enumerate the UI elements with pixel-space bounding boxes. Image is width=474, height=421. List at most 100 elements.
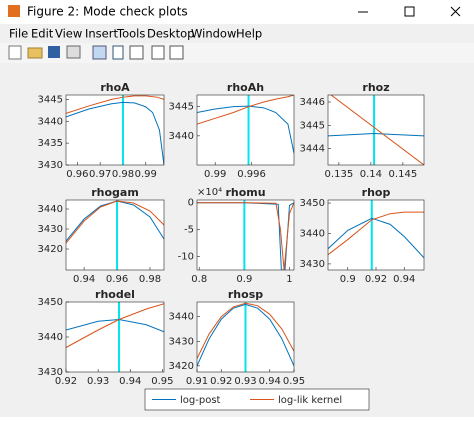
x-tick-label: 0.8 xyxy=(191,274,207,285)
series-line xyxy=(66,95,164,114)
y-tick-label: -10 xyxy=(178,252,194,263)
x-tick-label: 0.96 xyxy=(66,169,88,180)
series-line xyxy=(66,303,164,348)
maximize-button[interactable] xyxy=(404,6,415,17)
x-tick-label: 0.9 xyxy=(340,274,356,285)
y-tick-label: 3440 xyxy=(38,332,63,343)
y-tick-label: 3440 xyxy=(169,131,194,142)
subplot: rhoAh 0.99 0.996 3440 3445 xyxy=(169,81,295,180)
x-tick-label: 0.99 xyxy=(204,169,226,180)
menu-item[interactable]: Tools xyxy=(116,27,145,41)
y-tick-label: 0 xyxy=(188,198,194,209)
link-icon[interactable] xyxy=(92,45,107,60)
legend: log-post log-lik kernel xyxy=(144,388,370,411)
y-tick-label: 3430 xyxy=(38,160,63,171)
menu-item[interactable]: Edit xyxy=(31,27,54,41)
save-icon[interactable] xyxy=(48,46,60,58)
window-title: Figure 2: Mode check plots xyxy=(27,5,188,19)
y-tick-label: 3446 xyxy=(300,97,325,108)
legend-label: log-post xyxy=(180,395,221,406)
axes-bg xyxy=(197,95,294,165)
y-tick-label: 3445 xyxy=(300,120,325,131)
subplot: rhosp 0.91 0.92 0.93 0.94 0.95 3420 3430 3440 xyxy=(169,288,306,387)
axes-frame xyxy=(65,94,165,166)
menu-item[interactable]: File xyxy=(9,27,28,41)
x-tick-label: 0.95 xyxy=(151,376,173,387)
y-tick-label: -5 xyxy=(184,225,194,236)
series-line xyxy=(328,211,424,256)
new-icon[interactable] xyxy=(8,45,22,60)
title-bar xyxy=(0,0,474,24)
x-tick-label: 0.996 xyxy=(237,169,266,180)
x-tick-label: 0.96 xyxy=(106,274,128,285)
series-line xyxy=(197,302,294,359)
x-tick-label: 0.92 xyxy=(365,274,387,285)
axes-bg xyxy=(66,95,164,165)
subplot-title: rhoA xyxy=(100,81,130,94)
series-line xyxy=(197,105,294,154)
axes-frame xyxy=(196,301,295,373)
y-tick-label: 3440 xyxy=(38,116,63,127)
subplot-title: rhoz xyxy=(362,81,389,94)
subplot: rhogam 0.94 0.96 0.98 3420 3430 3440 xyxy=(38,186,165,285)
open-icon[interactable] xyxy=(27,47,43,59)
x-tick-label: 0.135 xyxy=(325,169,354,180)
property-icon[interactable] xyxy=(169,45,184,60)
toolbar xyxy=(0,43,474,63)
y-tick-label: 3450 xyxy=(38,297,63,308)
x-tick-label: 0.94 xyxy=(119,376,141,387)
menu-item[interactable]: Desktop xyxy=(147,27,194,41)
x-tick-label: 0.98 xyxy=(112,169,134,180)
menu-item[interactable]: Insert xyxy=(85,27,118,41)
y-tick-label: 3440 xyxy=(169,312,194,323)
y-tick-label: 3430 xyxy=(300,259,325,270)
axes-frame xyxy=(196,94,295,166)
x-tick-label: 0.95 xyxy=(283,376,305,387)
series-line xyxy=(197,303,294,367)
subplot: rhoz 0.135 0.14 0.145 3444 3445 3446 xyxy=(300,81,425,180)
x-tick-label: 0.145 xyxy=(389,169,418,180)
legend-icon[interactable] xyxy=(129,45,144,60)
axes-bg xyxy=(328,200,424,270)
plottools-icon[interactable] xyxy=(151,45,165,60)
y-tick-label: 3430 xyxy=(38,367,63,378)
series-line xyxy=(66,200,164,244)
axes-frame xyxy=(196,199,295,271)
x-tick-label: 0.92 xyxy=(210,376,232,387)
y-tick-label: 3450 xyxy=(300,198,325,209)
x-tick-label: 0.93 xyxy=(87,376,109,387)
series-line xyxy=(328,217,424,259)
subplot-title: rhomu xyxy=(225,186,265,199)
series-line xyxy=(197,202,294,270)
subplot: rhoA 0.96 0.97 0.98 0.99 3430 3435 3440 3445 xyxy=(38,81,165,180)
x-tick-label: 0.94 xyxy=(259,376,281,387)
x-tick-label: 0.92 xyxy=(55,376,77,387)
menu-item[interactable]: Window xyxy=(191,27,236,41)
subplot: rhodel 0.92 0.93 0.94 0.95 3430 3440 3450 xyxy=(38,288,174,387)
y-tick-label: 3420 xyxy=(169,361,194,372)
axes-frame xyxy=(65,199,165,271)
x-tick-label: 0.9 xyxy=(236,274,252,285)
y-tick-label: 3430 xyxy=(169,336,194,347)
y-multiplier: ×10⁴ xyxy=(197,187,222,198)
y-tick-label: 3445 xyxy=(169,102,194,113)
menu-item[interactable]: View xyxy=(55,27,82,41)
close-button[interactable] xyxy=(450,6,461,17)
subplot-title: rhosp xyxy=(228,288,263,301)
axes-frame xyxy=(65,301,165,373)
x-tick-label: 0.99 xyxy=(135,169,157,180)
subplot-title: rhoAh xyxy=(227,81,264,94)
y-tick-label: 3420 xyxy=(38,244,63,255)
print-icon[interactable] xyxy=(66,45,81,59)
menu-item[interactable]: Help xyxy=(236,27,262,41)
series-line xyxy=(330,95,424,165)
colorbar-icon[interactable] xyxy=(112,45,124,60)
y-tick-label: 3440 xyxy=(300,228,325,239)
subplot-title: rhop xyxy=(362,186,391,199)
subplot-title: rhodel xyxy=(95,288,135,301)
y-tick-label: 3444 xyxy=(300,144,325,155)
series-line xyxy=(328,132,424,137)
series-line xyxy=(197,95,294,125)
